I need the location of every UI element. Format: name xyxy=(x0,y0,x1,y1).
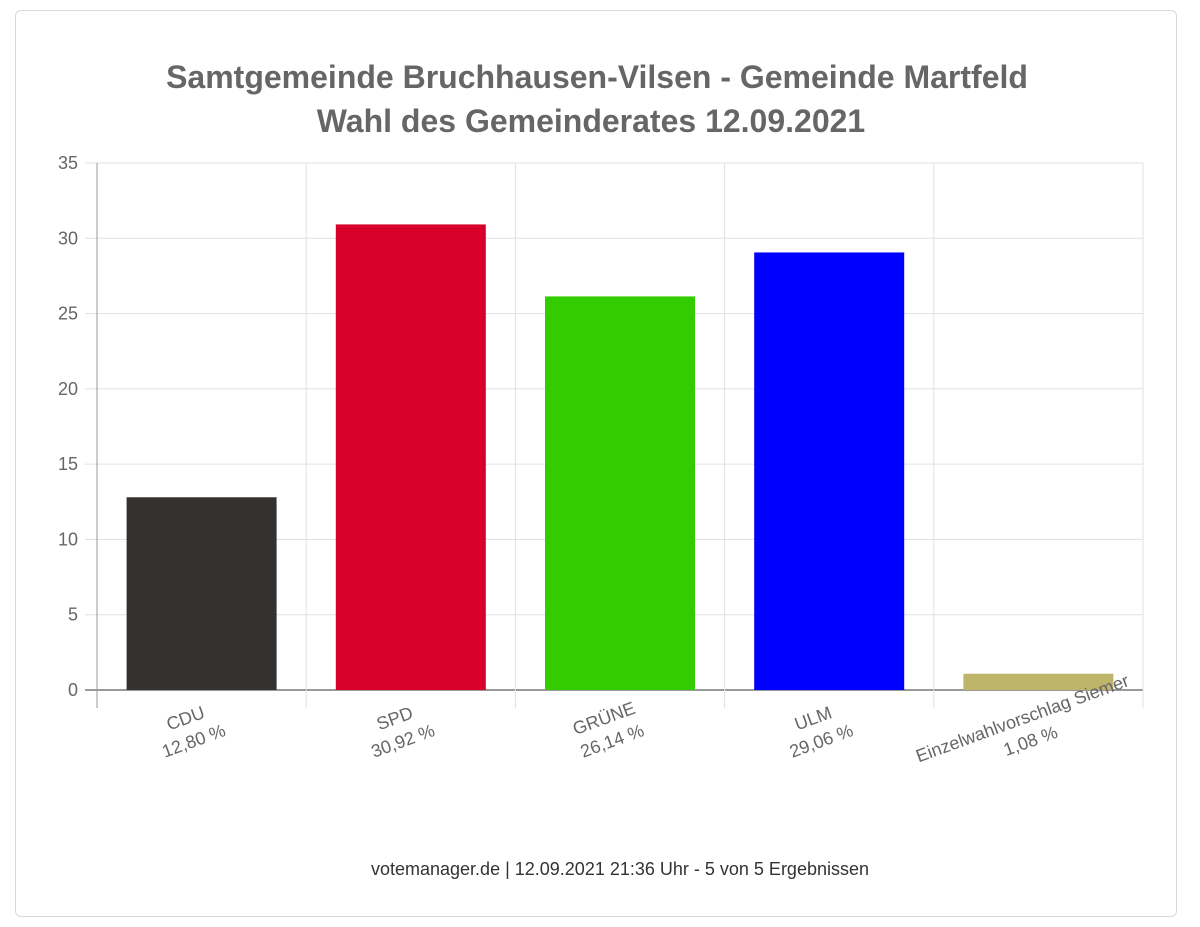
bar-einzelwahlvorschlag-siemer xyxy=(963,673,1114,690)
y-tick-label: 5 xyxy=(68,605,78,625)
y-tick-label: 20 xyxy=(58,379,78,399)
y-tick-label: 35 xyxy=(58,153,78,173)
y-tick-label: 30 xyxy=(58,228,78,248)
chart-card xyxy=(15,10,1177,917)
y-tick-label: 25 xyxy=(58,304,78,324)
bar-ulm xyxy=(754,252,905,690)
bar-cdu xyxy=(126,497,277,690)
bar-grüne xyxy=(545,296,695,690)
footer-source: votemanager.de | 12.09.2021 21:36 Uhr - … xyxy=(371,859,869,879)
bar-spd xyxy=(335,224,486,690)
y-tick-label: 10 xyxy=(58,529,78,549)
chart-title-line-2: Wahl des Gemeinderates 12.09.2021 xyxy=(317,103,865,139)
y-tick-label: 15 xyxy=(58,454,78,474)
chart-title-line-1: Samtgemeinde Bruchhausen-Vilsen - Gemein… xyxy=(166,59,1028,95)
y-tick-label: 0 xyxy=(68,680,78,700)
